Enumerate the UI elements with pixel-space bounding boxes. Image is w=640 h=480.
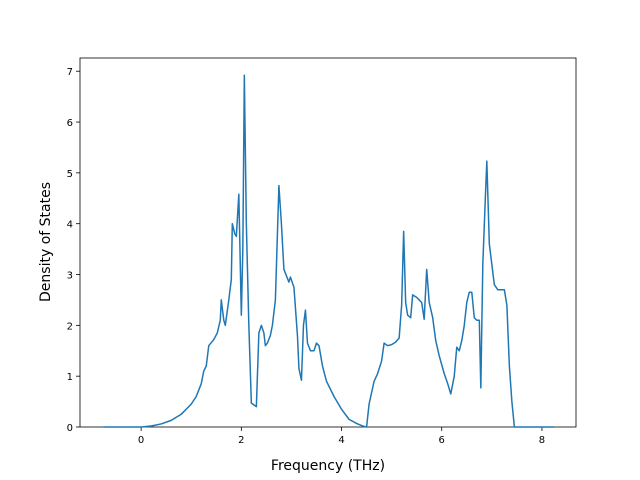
y-tick-label: 1 [67,372,73,383]
x-tick-label: 0 [138,435,144,446]
x-axis-title: Frequency (THz) [271,458,385,474]
plot-frame [79,57,577,428]
y-tick-label: 3 [67,271,73,282]
x-tick-label: 8 [539,435,545,446]
y-tick-label: 4 [67,220,73,231]
y-axis-title: Density of States [38,182,54,302]
y-tick-label: 7 [67,67,73,78]
y-tick-label: 6 [67,118,73,129]
dos-line [103,74,554,428]
y-tick-label: 5 [67,169,73,180]
x-tick-label: 2 [238,435,244,446]
x-tick-label: 6 [439,435,445,446]
y-tick-label: 2 [67,321,73,332]
y-tick-label: 0 [67,423,73,434]
x-tick-label: 4 [338,435,344,446]
